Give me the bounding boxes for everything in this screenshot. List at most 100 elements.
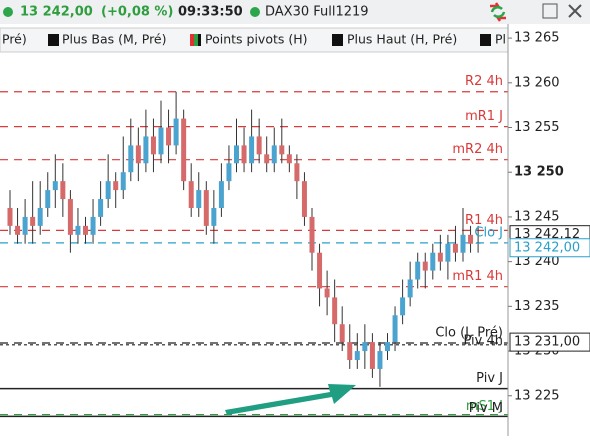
maximize-button[interactable] — [542, 3, 558, 19]
candle-body — [45, 190, 51, 208]
tab-swatch — [332, 34, 343, 46]
candle-body — [37, 207, 43, 226]
candle-body — [135, 145, 141, 164]
price: 13 242,00 — [20, 5, 93, 20]
tab[interactable]: Points pivots (H) — [205, 32, 308, 47]
candle-body — [218, 181, 224, 208]
candle-body — [211, 207, 217, 226]
candle-body — [67, 199, 73, 235]
candle-body — [332, 297, 338, 325]
y-tick-label: 13 235 — [514, 299, 560, 314]
level-label: mR1 4h — [452, 269, 503, 284]
candle-body — [400, 297, 406, 316]
candle-body — [422, 261, 428, 271]
candle-body — [347, 342, 353, 360]
live-dot — [250, 7, 260, 17]
y-tick-label: 13 250 — [514, 165, 564, 180]
candle-body — [437, 252, 443, 262]
candle-body — [362, 342, 368, 352]
candle-body — [173, 118, 179, 146]
candle-body — [188, 181, 194, 208]
candle-body — [475, 242, 481, 244]
candle-body — [415, 261, 421, 280]
tab-swatch — [194, 34, 198, 46]
level-label: Piv 4h — [463, 333, 503, 348]
candle-body — [324, 288, 330, 298]
candle-body — [196, 190, 202, 208]
refresh-icon[interactable] — [490, 2, 506, 22]
candle-body — [98, 199, 104, 217]
candle-body — [385, 342, 390, 352]
candle-body — [143, 136, 149, 164]
tab[interactable]: Plus Haut (H, Pré) — [347, 32, 457, 47]
change: (+0,08 %) — [101, 5, 173, 20]
instrument: DAX30 Full1219 — [265, 5, 369, 20]
header-bar — [0, 0, 590, 24]
time: 09:33:50 — [178, 5, 243, 20]
candle-body — [234, 145, 239, 164]
level-label: Clo (J, Pré) — [435, 326, 503, 341]
y-tick-label: 13 255 — [514, 120, 560, 135]
tab[interactable]: Pré) — [2, 32, 27, 47]
y-tick-label: 13 245 — [514, 209, 560, 224]
level-label: R2 4h — [465, 74, 503, 89]
candle-body — [279, 145, 285, 155]
price-marker — [509, 238, 590, 258]
level-label: mS1 J — [466, 399, 503, 414]
candle-body — [377, 351, 383, 369]
candle-body — [294, 163, 300, 182]
tab[interactable]: Plus Bas (M, Pré) — [62, 32, 167, 47]
candle-body — [241, 145, 247, 164]
candle-body — [158, 127, 164, 155]
tab-swatch — [190, 34, 194, 46]
candle-body — [75, 225, 81, 235]
close-button[interactable] — [568, 4, 582, 18]
candle-body — [309, 216, 315, 253]
candle-body — [181, 118, 187, 182]
candle-body — [52, 181, 58, 191]
y-tick-label: 13 265 — [514, 31, 560, 46]
level-label: R1 4h — [465, 213, 503, 228]
annotation-arrow — [225, 384, 356, 415]
candle-body — [90, 216, 96, 235]
level-label: Clo J — [474, 225, 503, 240]
candle-body — [105, 181, 111, 200]
candle-body — [203, 190, 209, 226]
candle-body — [150, 136, 156, 155]
price-marker-label: 13 231,00 — [514, 335, 580, 350]
candle-body — [264, 154, 270, 164]
candle-body — [83, 225, 88, 235]
candle-body — [128, 145, 134, 173]
y-tick-label: 13 260 — [514, 75, 560, 90]
candle-body — [468, 234, 474, 244]
candle-body — [15, 225, 21, 235]
candle-body — [30, 216, 36, 226]
candle-body — [354, 351, 360, 360]
candle-body — [407, 279, 413, 298]
tab-swatch — [198, 34, 201, 46]
candle-body — [452, 243, 458, 253]
status-icon — [3, 7, 13, 17]
tabs: Pré) Plus Bas (M, Pré) Points pivots (H)… — [0, 27, 509, 53]
candle-body — [60, 181, 66, 200]
refresh-icon-arrows — [490, 6, 506, 18]
tab[interactable]: Pl — [495, 32, 506, 47]
candle-body — [22, 216, 28, 235]
candle-body — [226, 163, 232, 182]
candle-body — [256, 136, 262, 155]
level-label: mR2 4h — [452, 142, 503, 157]
candle-body — [286, 154, 292, 164]
candle-body — [392, 315, 398, 343]
candle-body — [369, 342, 375, 369]
candle-body — [249, 136, 255, 164]
candle-body — [271, 145, 277, 164]
candle-body — [445, 243, 451, 262]
candle-body — [339, 324, 345, 343]
tab-swatch — [480, 34, 491, 46]
candle-body — [301, 181, 307, 217]
candle-body — [430, 252, 436, 271]
